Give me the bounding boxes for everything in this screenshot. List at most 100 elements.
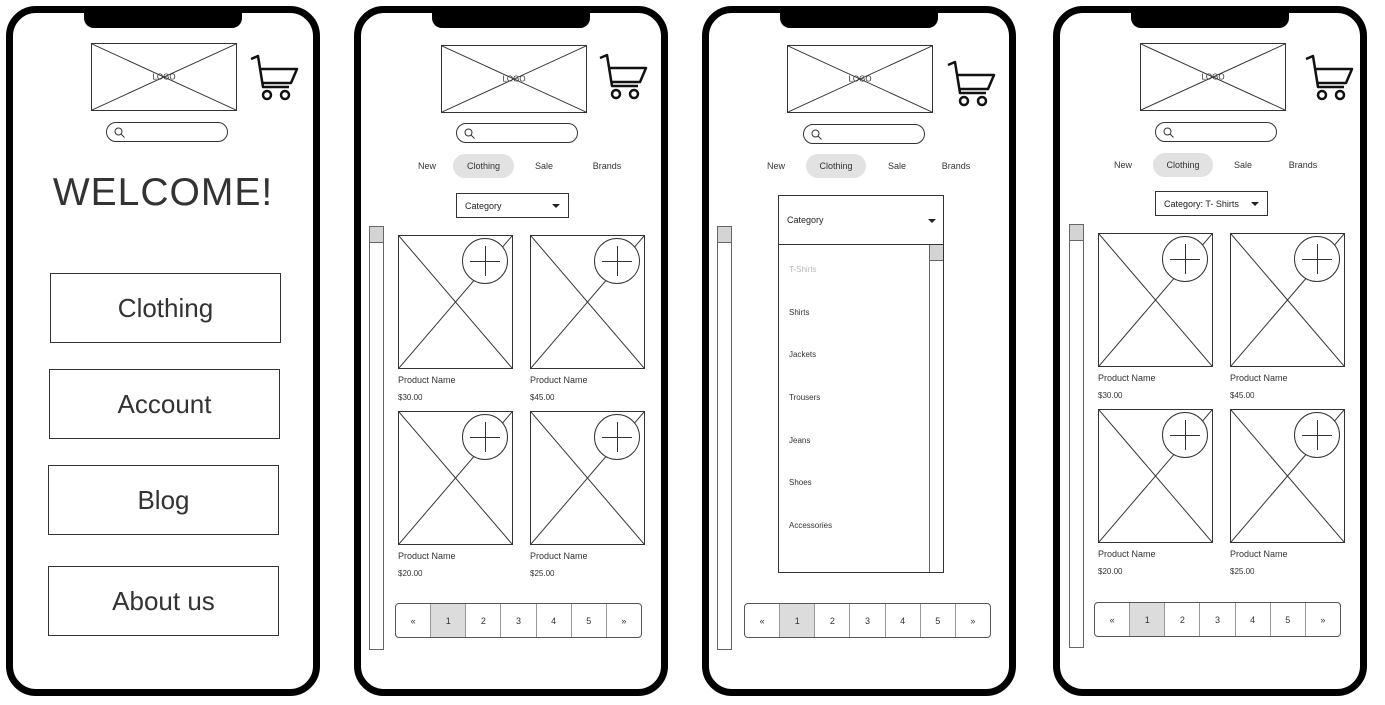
pagination-page-5[interactable]: 5 — [1271, 603, 1306, 636]
product-image[interactable] — [1098, 409, 1213, 543]
category-select[interactable]: Category — [456, 193, 569, 218]
logo-placeholder[interactable]: LOGO — [91, 43, 237, 111]
pagination-page-3[interactable]: 3 — [501, 604, 537, 637]
cart-button[interactable] — [598, 50, 648, 102]
option-shoes[interactable]: Shoes — [789, 478, 812, 487]
pagination-page-4[interactable]: 4 — [537, 604, 572, 637]
option-accessories[interactable]: Accessories — [789, 521, 833, 530]
scrollbar-thumb[interactable] — [930, 245, 943, 261]
pagination-next[interactable]: » — [1320, 614, 1326, 625]
search-input[interactable] — [826, 127, 916, 141]
tab-clothing[interactable]: Clothing — [1153, 153, 1213, 177]
product-name[interactable]: Product Name — [398, 375, 456, 385]
pagination-prev[interactable]: « — [745, 604, 781, 637]
product-image[interactable] — [1098, 233, 1213, 367]
pagination-next[interactable]: » — [970, 615, 976, 626]
scrollbar-thumb[interactable] — [1070, 225, 1083, 241]
add-to-cart-icon[interactable] — [1162, 412, 1208, 458]
option-shirts[interactable]: Shirts — [789, 308, 810, 317]
search-bar[interactable] — [456, 123, 578, 143]
phone-notch — [1131, 6, 1289, 28]
add-to-cart-icon[interactable] — [594, 238, 640, 284]
search-bar[interactable] — [803, 124, 925, 144]
product-name[interactable]: Product Name — [530, 375, 588, 385]
tab-new[interactable]: New — [1113, 160, 1132, 170]
product-name[interactable]: Product Name — [1230, 549, 1288, 559]
product-image[interactable] — [398, 411, 513, 545]
product-name[interactable]: Product Name — [1098, 373, 1156, 383]
search-icon — [1163, 127, 1174, 138]
pagination-next[interactable]: » — [621, 615, 627, 626]
add-to-cart-icon[interactable] — [1162, 236, 1208, 282]
scrollbar-thumb[interactable] — [370, 227, 383, 243]
tab-brands[interactable]: Brands — [941, 161, 971, 171]
tab-brands[interactable]: Brands — [592, 161, 622, 171]
add-to-cart-icon[interactable] — [594, 414, 640, 460]
pagination-page-3[interactable]: 3 — [850, 604, 886, 637]
option-jeans[interactable]: Jeans — [789, 436, 811, 445]
product-image[interactable] — [530, 411, 645, 545]
dropdown-scrollbar[interactable] — [929, 245, 943, 572]
menu-button-blog[interactable]: Blog — [48, 465, 279, 535]
tab-clothing[interactable]: Clothing — [806, 154, 866, 178]
pagination: « 1 2 3 4 5 » — [395, 603, 642, 638]
search-bar[interactable] — [106, 122, 228, 142]
search-input[interactable] — [1178, 125, 1268, 139]
product-image[interactable] — [1230, 409, 1345, 543]
page-scrollbar[interactable] — [369, 226, 384, 650]
add-to-cart-icon[interactable] — [1294, 236, 1340, 282]
add-to-cart-icon[interactable] — [462, 414, 508, 460]
phone-clothing-screen: LOGO New Clothing Sale Brands Category P… — [354, 6, 668, 696]
option-jackets[interactable]: Jackets — [789, 350, 817, 359]
tab-sale[interactable]: Sale — [1233, 160, 1252, 170]
search-bar[interactable] — [1155, 122, 1277, 142]
category-select[interactable]: Category: T- Shirts — [1155, 191, 1268, 216]
logo-text: LOGO — [502, 74, 526, 84]
cart-button[interactable] — [249, 51, 299, 103]
pagination-page-4[interactable]: 4 — [1236, 603, 1271, 636]
pagination-prev[interactable]: « — [1095, 603, 1131, 636]
logo-placeholder[interactable]: LOGO — [787, 45, 933, 113]
page-scrollbar[interactable] — [1069, 224, 1084, 648]
menu-button-about-us[interactable]: About us — [48, 566, 279, 636]
product-image[interactable] — [530, 235, 645, 369]
pagination-page-2[interactable]: 2 — [466, 604, 502, 637]
tab-clothing[interactable]: Clothing — [453, 154, 514, 178]
add-to-cart-icon[interactable] — [462, 238, 508, 284]
product-name[interactable]: Product Name — [530, 551, 588, 561]
scrollbar-thumb[interactable] — [718, 227, 731, 243]
pagination-page-3[interactable]: 3 — [1200, 603, 1236, 636]
page-scrollbar[interactable] — [717, 226, 732, 650]
tab-brands[interactable]: Brands — [1288, 160, 1318, 170]
tab-new[interactable]: New — [766, 161, 785, 171]
product-name[interactable]: Product Name — [1230, 373, 1288, 383]
menu-button-clothing[interactable]: Clothing — [50, 273, 281, 343]
logo-placeholder[interactable]: LOGO — [441, 45, 587, 113]
pagination-page-2[interactable]: 2 — [1165, 603, 1201, 636]
menu-button-account[interactable]: Account — [49, 369, 280, 439]
pagination-page-1[interactable]: 1 — [780, 604, 816, 637]
product-name[interactable]: Product Name — [1098, 549, 1156, 559]
product-image[interactable] — [398, 235, 513, 369]
pagination-page-5[interactable]: 5 — [572, 604, 607, 637]
pagination-page-1[interactable]: 1 — [1130, 603, 1166, 636]
option-trousers[interactable]: Trousers — [789, 393, 821, 402]
option-t-shirts[interactable]: T-Shirts — [789, 265, 817, 274]
pagination-page-1[interactable]: 1 — [431, 604, 467, 637]
logo-placeholder[interactable]: LOGO — [1140, 43, 1286, 111]
tab-new[interactable]: New — [417, 161, 436, 171]
cart-button[interactable] — [946, 57, 996, 109]
product-name[interactable]: Product Name — [398, 551, 456, 561]
tab-sale[interactable]: Sale — [887, 161, 906, 171]
pagination-prev[interactable]: « — [396, 604, 432, 637]
search-input[interactable] — [129, 125, 219, 139]
category-select[interactable]: Category — [778, 195, 944, 245]
pagination-page-5[interactable]: 5 — [921, 604, 956, 637]
pagination-page-4[interactable]: 4 — [886, 604, 921, 637]
add-to-cart-icon[interactable] — [1294, 412, 1340, 458]
pagination-page-2[interactable]: 2 — [815, 604, 851, 637]
tab-sale[interactable]: Sale — [534, 161, 553, 171]
search-input[interactable] — [479, 126, 569, 140]
cart-button[interactable] — [1304, 51, 1354, 103]
product-image[interactable] — [1230, 233, 1345, 367]
